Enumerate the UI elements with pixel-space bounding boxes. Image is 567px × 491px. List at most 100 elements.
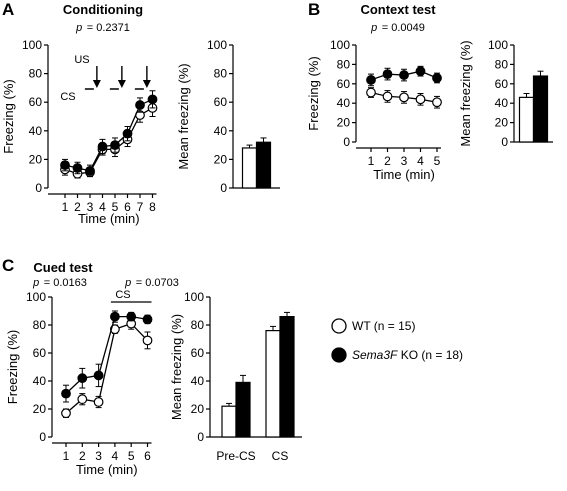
x-tick-label: 2 (74, 200, 81, 214)
y-tick-label: 100 (488, 38, 508, 52)
panel-letter-c: C (2, 256, 14, 275)
x-tick-label: 1 (63, 449, 70, 463)
y-tick-label: 40 (33, 374, 47, 388)
y-tick-label: 60 (33, 346, 47, 360)
y-tick-label: 20 (495, 116, 509, 130)
x-tick-label: 3 (87, 200, 94, 214)
x-axis-label: Time (min) (373, 167, 435, 182)
y-tick-label: 40 (495, 96, 509, 110)
point-ko (142, 314, 153, 325)
y-axis-label: Freezing (%) (306, 56, 321, 130)
bar-wt (518, 96, 535, 143)
bar-wt (221, 405, 237, 438)
point-ko (85, 165, 95, 176)
point-wt (93, 397, 104, 407)
bar-wt (241, 147, 258, 189)
series-line-ko (64, 98, 153, 172)
legend-label-wt: WT (n = 15) (352, 319, 415, 333)
panel-letter-b: B (308, 0, 320, 19)
y-tick-label: 100 (26, 290, 46, 304)
y-axis-label: Mean freezing (%) (176, 63, 191, 169)
point-ko (432, 73, 442, 83)
cs-label-c: CS (115, 289, 130, 301)
x-tick-label: 6 (144, 449, 151, 463)
y-tick-label: 80 (337, 57, 351, 71)
point-ko (382, 69, 393, 79)
bar-ko (532, 75, 549, 143)
y-tick-label: 40 (337, 96, 351, 110)
us-arrow-head (117, 80, 126, 88)
y-tick-label: 20 (29, 152, 43, 166)
y-tick-label: 60 (495, 77, 509, 91)
point-wt (77, 394, 88, 405)
y-tick-label: 100 (184, 290, 204, 304)
point-ko (399, 70, 409, 80)
y-tick-label: 60 (337, 77, 351, 91)
chart-context-test-mean: 0 20 40 60 80 100 Mean freezing (%) (458, 38, 553, 149)
y-tick-label: 20 (33, 402, 47, 416)
point-wt (366, 87, 376, 98)
bar-ko (279, 316, 295, 438)
point-wt (109, 324, 120, 335)
y-tick-label: 60 (29, 95, 43, 109)
p-value-a: p = 0.2371 (75, 18, 130, 35)
y-tick-label: 20 (191, 402, 205, 416)
point-wt (142, 335, 153, 346)
y-tick-label: 100 (207, 38, 227, 52)
x-tick-label: 3 (95, 449, 102, 463)
x-axis-label: Time (min) (78, 211, 140, 226)
x-axis-label: Time (min) (76, 462, 138, 477)
cs-label-a: CS (60, 91, 75, 103)
point-ko (147, 94, 158, 105)
x-tick-label: 1 (62, 200, 69, 214)
chart-conditioning-mean: 0 20 40 60 80 100 Mean freezing (%) (176, 38, 280, 195)
point-wt (432, 97, 442, 108)
x-tick-label: 8 (149, 200, 156, 214)
x-tick-label: 6 (124, 200, 131, 214)
point-ko (415, 66, 426, 77)
y-axis-label: Mean freezing (%) (458, 40, 473, 146)
p-value-c-cs: p = 0.0703 (124, 273, 179, 290)
panel-letter-a: A (2, 0, 14, 19)
x-tick-label: CS (272, 449, 289, 463)
y-tick-label: 20 (214, 152, 228, 166)
y-tick-label: 80 (33, 318, 47, 332)
y-tick-label: 0 (343, 135, 350, 149)
y-tick-label: 0 (501, 135, 508, 149)
legend: WT (n = 15) Sema3F KO (n = 18) (331, 318, 463, 363)
y-tick-label: 80 (191, 318, 205, 332)
y-tick-label: 0 (197, 430, 204, 444)
y-tick-label: 80 (495, 57, 509, 71)
x-tick-label: 7 (137, 200, 144, 214)
chart-conditioning: 0 20 40 60 80 100 Freezing (%) 1 2 3 4 5 6 7 8 Time (mi… (1, 38, 158, 226)
point-wt (61, 408, 71, 419)
y-tick-label: 100 (22, 38, 42, 52)
point-ko (61, 388, 71, 399)
y-tick-label: 40 (214, 124, 228, 138)
x-tick-label: 1 (368, 154, 375, 168)
point-ko (77, 373, 88, 384)
bar-ko (235, 381, 251, 438)
x-tick-label: 4 (417, 154, 424, 168)
us-arrows (84, 66, 151, 90)
y-tick-label: 0 (220, 181, 227, 195)
x-tick-label: 5 (112, 200, 119, 214)
y-axis-label: Freezing (%) (5, 330, 20, 404)
y-tick-label: 60 (191, 346, 205, 360)
point-ko (366, 75, 376, 85)
legend-marker-wt (331, 318, 347, 334)
y-tick-label: 0 (39, 430, 46, 444)
x-tick-label: 4 (112, 449, 119, 463)
point-ko (97, 141, 108, 152)
legend-label-ko: Sema3F KO (n = 18) (352, 348, 463, 362)
x-tick-label: 2 (384, 154, 391, 168)
x-tick-label: 3 (401, 154, 408, 168)
bar-ko (255, 141, 272, 189)
x-tick-label: 5 (128, 449, 135, 463)
p-value-b: p = 0.0049 (370, 18, 425, 35)
us-label: US (74, 54, 89, 66)
x-tick-label: 5 (434, 154, 441, 168)
